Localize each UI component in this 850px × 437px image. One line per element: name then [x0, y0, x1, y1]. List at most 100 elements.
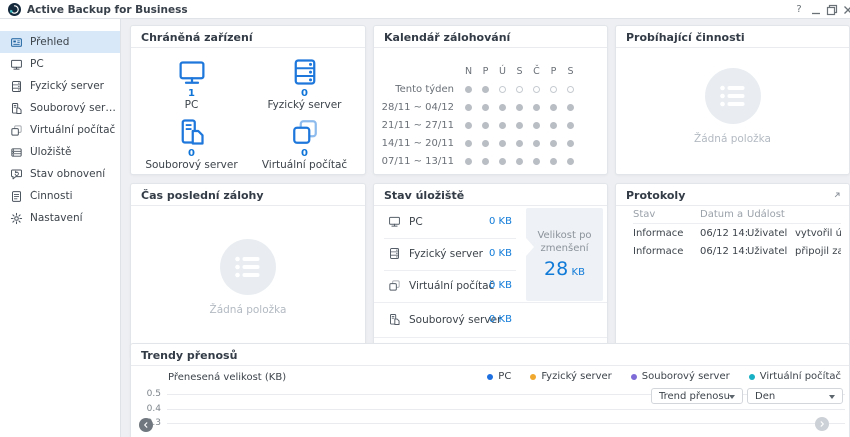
reduced-size-panel: Velikost po zmenšení 28 KB — [526, 208, 603, 301]
maximize-button[interactable] — [824, 0, 840, 19]
sidebar-item-physical-server[interactable]: Fyzický server — [0, 75, 120, 97]
sidebar-item-label: Činnosti — [30, 190, 73, 202]
week-dots — [460, 121, 579, 129]
close-button[interactable] — [840, 0, 850, 19]
minimize-icon — [810, 4, 822, 16]
help-button[interactable]: ? — [791, 0, 807, 19]
sidebar-item-overview[interactable]: Přehled — [0, 31, 120, 53]
storage-value: 0 KB — [489, 280, 512, 291]
pc-icon — [388, 215, 401, 228]
device-count: 0 — [301, 88, 308, 99]
divider — [384, 270, 516, 271]
trend-type-dropdown[interactable]: Trend přenosu — [651, 388, 743, 404]
backup-calendar-card: Kalendář zálohování N P Ú S Č P S Tento … — [373, 25, 608, 175]
logs-card: Protokoly Stav Datum a čas Událost Infor… — [615, 183, 850, 358]
file-server-icon — [388, 313, 401, 326]
card-title: Stav úložiště — [374, 184, 607, 206]
chart-next-button[interactable] — [815, 417, 829, 431]
legend-item-pc[interactable]: PC — [487, 371, 511, 382]
calendar-week-row: 28/11 ~ 04/12 — [374, 98, 607, 116]
card-title: Protokoly — [616, 184, 849, 206]
week-label: 07/11 ~ 13/11 — [381, 155, 454, 167]
chart-prev-button[interactable] — [139, 418, 153, 432]
day-header: N — [464, 65, 473, 77]
topbar: Active Backup for Business ? — [0, 0, 850, 19]
column-header: Událost — [747, 209, 785, 220]
maximize-icon — [826, 4, 838, 16]
y-axis-title: Přenesená velikost (KB) — [168, 372, 287, 383]
storage-icon — [10, 146, 23, 159]
legend-item-physical-server[interactable]: Fyzický server — [530, 371, 612, 382]
sidebar-item-label: Fyzický server — [30, 80, 104, 92]
gridline — [167, 394, 845, 395]
device-label: Souborový server — [145, 159, 238, 171]
pc-icon — [175, 57, 209, 87]
log-row[interactable]: Informace 06/12 14:... Uživatel připojil… — [633, 245, 841, 257]
calendar-week-row: 21/11 ~ 27/11 — [374, 116, 607, 134]
empty-text: Žádná položka — [209, 304, 287, 316]
card-title: Chráněná zařízení — [131, 26, 365, 48]
logs-header-row: Stav Datum a čas Událost — [633, 206, 841, 224]
sidebar-item-label: Virtuální počítač — [30, 124, 116, 136]
week-label: 21/11 ~ 27/11 — [381, 119, 454, 131]
device-label: PC — [184, 99, 199, 111]
log-row[interactable]: Informace 06/12 14:... Uživatel vytvořil… — [633, 227, 841, 239]
sidebar-item-file-server[interactable]: Souborový server — [0, 97, 120, 119]
chevron-down-icon — [729, 395, 735, 399]
divider — [384, 238, 516, 239]
empty-state: Žádná položka — [616, 68, 849, 145]
logs-table: Stav Datum a čas Událost Informace 06/12… — [616, 206, 849, 260]
expand-logs-icon[interactable] — [832, 190, 842, 200]
divider — [374, 337, 607, 338]
card-title: Probíhající činnosti — [616, 26, 849, 48]
virtual-machine-icon — [388, 279, 401, 292]
sidebar: Přehled PC Fyzický server Souborový serv… — [0, 19, 121, 437]
device-tile-physical-server[interactable]: 0 Fyzický server — [248, 54, 361, 114]
legend-item-virtual-machine[interactable]: Virtuální počítač — [748, 371, 841, 382]
sidebar-item-label: Souborový server — [30, 102, 120, 114]
chart-legend: PC Fyzický server Souborový server Virtu… — [487, 371, 841, 382]
card-title: Čas poslední zálohy — [131, 184, 365, 206]
ongoing-activities-card: Probíhající činnosti Žádná položka — [615, 25, 850, 175]
device-tile-file-server[interactable]: 0 Souborový server — [135, 114, 248, 174]
storage-status-card: Stav úložiště Velikost po zmenšení 28 KB… — [373, 183, 608, 358]
legend-dot — [748, 373, 755, 380]
sidebar-item-settings[interactable]: Nastavení — [0, 207, 120, 229]
empty-text: Žádná položka — [694, 133, 771, 145]
chevron-down-icon — [829, 395, 835, 399]
pc-icon — [10, 58, 23, 71]
calendar-header-row: N P Ú S Č P S — [374, 62, 607, 80]
day-header: P — [550, 65, 557, 77]
virtual-machine-icon — [288, 117, 322, 147]
physical-server-icon — [288, 57, 322, 87]
storage-row-file-server: Souborový server — [374, 302, 526, 337]
sidebar-item-virtual-machine[interactable]: Virtuální počítač — [0, 119, 120, 141]
legend-item-file-server[interactable]: Souborový server — [630, 371, 730, 382]
y-tick: 0.5 — [146, 389, 161, 399]
minimize-button[interactable] — [808, 0, 824, 19]
day-header: Č — [533, 65, 540, 77]
close-icon — [842, 4, 850, 16]
sidebar-item-restore-status[interactable]: Stav obnovení — [0, 163, 120, 185]
device-tile-pc[interactable]: 1 PC — [135, 54, 248, 114]
activities-icon — [10, 190, 23, 203]
gridline — [167, 423, 845, 424]
device-tile-virtual-machine[interactable]: 0 Virtuální počítač — [248, 114, 361, 174]
empty-state: Žádná položka — [131, 239, 365, 316]
device-count: 0 — [188, 148, 195, 159]
day-header: Ú — [499, 65, 506, 77]
day-header: S — [567, 65, 574, 77]
backup-calendar: N P Ú S Č P S Tento týden 28/11 ~ 04/12 … — [374, 48, 607, 170]
period-dropdown[interactable]: Den — [747, 388, 843, 404]
sidebar-item-pc[interactable]: PC — [0, 53, 120, 75]
chevron-right-icon — [818, 420, 826, 428]
sidebar-item-activities[interactable]: Činnosti — [0, 185, 120, 207]
settings-icon — [10, 212, 23, 225]
physical-server-icon — [388, 247, 401, 260]
storage-row-physical-server: Fyzický server — [374, 238, 526, 269]
sidebar-item-storage[interactable]: Úložiště — [0, 141, 120, 163]
app-title: Active Backup for Business — [27, 4, 188, 16]
gridline — [167, 409, 845, 410]
file-server-icon — [175, 117, 209, 147]
restore-status-icon — [10, 168, 23, 181]
